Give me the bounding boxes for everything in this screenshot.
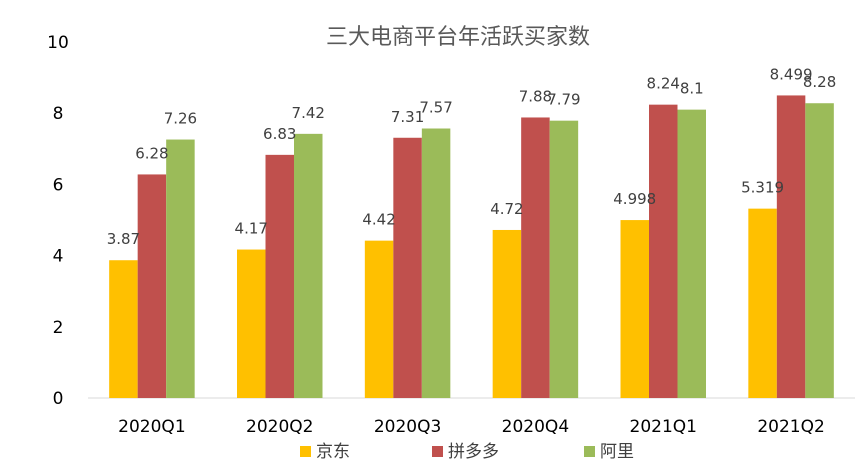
x-tick-label: 2020Q4 bbox=[502, 417, 569, 437]
bar-京东-2021Q2 bbox=[748, 208, 777, 398]
bar-京东-2020Q1 bbox=[109, 260, 138, 398]
x-tick-label: 2020Q2 bbox=[246, 417, 313, 437]
legend-label: 拼多多 bbox=[448, 442, 499, 462]
x-tick-label: 2021Q2 bbox=[757, 417, 824, 437]
data-label: 6.28 bbox=[135, 144, 168, 162]
bar-京东-2020Q3 bbox=[364, 240, 394, 398]
x-tick-label: 2021Q1 bbox=[630, 417, 697, 437]
data-label: 5.319 bbox=[741, 179, 784, 197]
data-label: 4.998 bbox=[613, 190, 656, 208]
data-label: 3.87 bbox=[107, 230, 140, 248]
legend-swatch bbox=[300, 446, 311, 457]
bar-拼多多-2021Q2 bbox=[776, 95, 806, 398]
data-label: 8.499 bbox=[770, 65, 813, 83]
x-axis-ticks: 2020Q1 2020Q2 2020Q3 2020Q4 2021Q1 2021Q2 bbox=[118, 417, 825, 437]
bars-group bbox=[109, 95, 834, 399]
data-label: 8.24 bbox=[647, 75, 680, 93]
legend: 京东 拼多多 阿里 bbox=[300, 442, 634, 462]
data-label: 7.42 bbox=[292, 104, 325, 122]
bar-阿里-2020Q3 bbox=[421, 128, 451, 398]
y-tick-label: 6 bbox=[53, 175, 64, 195]
bar-阿里-2020Q2 bbox=[294, 133, 323, 398]
chart-title: 三大电商平台年活跃买家数 bbox=[326, 25, 590, 50]
data-label: 7.88 bbox=[519, 87, 552, 105]
legend-swatch bbox=[432, 446, 443, 457]
data-label: 4.72 bbox=[490, 200, 523, 218]
data-label: 8.28 bbox=[803, 73, 836, 91]
bar-拼多多-2020Q2 bbox=[265, 154, 294, 398]
data-label: 4.17 bbox=[235, 220, 268, 238]
bar-阿里-2020Q4 bbox=[549, 120, 579, 399]
legend-label: 阿里 bbox=[600, 442, 634, 462]
x-tick-label: 2020Q3 bbox=[374, 417, 441, 437]
data-label: 8.1 bbox=[680, 80, 704, 98]
bar-京东-2020Q2 bbox=[237, 249, 266, 398]
data-labels-group: 3.87 6.28 7.26 4.17 6.83 7.42 4.42 7.317.57 4.72… bbox=[107, 65, 837, 248]
x-tick-label: 2020Q1 bbox=[118, 417, 185, 437]
bar-阿里-2021Q2 bbox=[805, 103, 834, 399]
y-tick-label: 8 bbox=[53, 104, 64, 124]
data-label: 7.26 bbox=[164, 110, 197, 128]
bar-拼多多-2020Q3 bbox=[393, 137, 422, 398]
data-label: 7.31 bbox=[391, 108, 424, 126]
y-tick-label: 0 bbox=[53, 389, 64, 409]
bar-京东-2020Q4 bbox=[492, 229, 522, 398]
y-tick-label: 10 bbox=[47, 33, 69, 53]
data-label: 4.42 bbox=[362, 211, 395, 229]
bar-拼多多-2020Q1 bbox=[137, 174, 167, 398]
y-axis-ticks: 0 2 4 6 8 10 bbox=[47, 33, 69, 409]
bar-阿里-2020Q1 bbox=[166, 139, 195, 398]
bar-拼多多-2021Q1 bbox=[649, 104, 678, 398]
y-tick-label: 2 bbox=[53, 318, 64, 338]
y-tick-label: 4 bbox=[53, 247, 64, 267]
data-label: 7.79 bbox=[547, 91, 580, 109]
data-label: 6.83 bbox=[263, 125, 296, 143]
legend-label: 京东 bbox=[316, 442, 350, 462]
bar-京东-2021Q1 bbox=[620, 220, 649, 398]
legend-swatch bbox=[584, 446, 595, 457]
bar-拼多多-2020Q4 bbox=[521, 117, 550, 399]
data-label: 7.57 bbox=[419, 99, 452, 117]
bar-阿里-2021Q1 bbox=[677, 109, 706, 398]
